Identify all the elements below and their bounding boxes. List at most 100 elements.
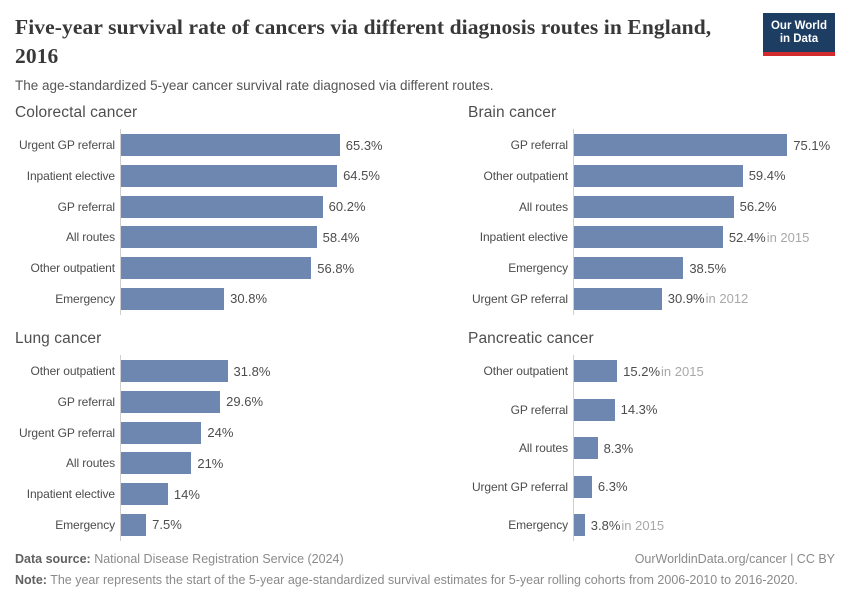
bar-track: 3.8% in 2015 [574,514,850,536]
bar-label: Inpatient elective [479,230,568,245]
bar-rows-lung: Other outpatient 31.8% GP referral 29.6% Urg… [15,360,456,536]
bar-track: 64.5% [121,164,456,187]
bar[interactable] [574,360,618,382]
page-title: Five-year survival rate of cancers via d… [15,15,712,68]
bar-value: 59.4% [748,168,786,184]
bar-label: Urgent GP referral [471,291,568,306]
logo-line1: Our World [770,20,827,32]
bar[interactable] [121,360,228,382]
bar-label: All routes [518,441,568,455]
bar-value: 6.3% [597,479,628,494]
bar-row: Other outpatient 59.4% [468,164,850,187]
bar-label: GP referral [57,199,115,214]
bar-value: 21% [197,455,224,471]
bar-year-note: in 2012 [705,291,749,307]
chart-footer: Data source: National Disease Registrati… [15,549,835,591]
bar-value: 56.8% [317,260,355,276]
bar[interactable] [574,226,723,249]
bar-value: 14.3% [620,402,658,417]
bar-row: Emergency 38.5% [468,257,850,280]
data-source-value: National Disease Registration Service (2… [90,552,344,566]
bar[interactable] [574,287,662,310]
bar-year-note: in 2015 [661,363,704,379]
bar-value: 60.2% [328,199,366,215]
bar[interactable] [574,195,734,218]
bar[interactable] [121,287,225,310]
bar[interactable] [574,475,592,498]
bar[interactable] [121,226,317,249]
bar-label: Other outpatient [30,364,116,378]
bar-track: 24% [121,421,456,444]
bar-row: GP referral 75.1% [468,134,850,156]
bar-value: 52.4% [728,229,766,245]
charts-grid: Colorectal cancer Urgent GP referral 65.3… [15,104,835,541]
bar-row: Other outpatient 31.8% [15,360,456,382]
bar[interactable] [121,483,168,506]
bar-label: Emergency [55,517,115,532]
owid-logo[interactable]: Our World in Data [762,13,835,56]
bar[interactable] [121,452,192,475]
bar-row: Other outpatient 56.8% [15,257,456,280]
bar-label: Emergency [55,291,115,306]
chart-subtitle: The age-standardized 5-year cancer survi… [15,78,494,93]
bar-track: 14.3% [574,398,850,421]
facet-lung-cancer: Lung cancer Other outpatient 31.8% GP refe… [15,330,456,541]
bar-label: Inpatient elective [26,168,115,183]
bar-track: 30.9% in 2012 [574,287,850,310]
bar-row: Urgent GP referral 65.3% [15,134,456,156]
bar[interactable] [574,437,598,459]
bar-label: All routes [518,199,568,214]
bar-value: 58.4% [322,229,360,245]
bar[interactable] [121,134,340,156]
bar-track: 14% [121,483,456,506]
bar-label: Inpatient elective [26,487,115,502]
bar[interactable] [121,195,323,218]
bar-value: 38.5% [689,260,727,276]
bar[interactable] [574,257,684,280]
bar-value: 31.8% [233,363,271,379]
bar[interactable] [121,390,221,413]
bar-track: 59.4% [574,164,850,187]
bar[interactable] [574,398,615,421]
bar-value: 24% [207,425,234,441]
owid-license-link[interactable]: OurWorldinData.org/cancer | CC BY [634,552,835,566]
bar-row: GP referral 29.6% [15,390,456,413]
bar-track: 21% [121,452,456,475]
facet-plot-colorectal: Urgent GP referral 65.3% Inpatient electiv… [15,129,456,315]
bar-row: Urgent GP referral 30.9% in 2012 [468,287,850,310]
axis-line [573,129,574,315]
bar[interactable] [574,514,585,536]
facet-title-pancreatic: Pancreatic cancer [468,330,594,347]
bar-track: 8.3% [574,437,850,459]
bar-year-note: in 2015 [766,229,810,245]
bar[interactable] [121,164,338,187]
bar-track: 56.2% [574,195,850,218]
bar-label: Other outpatient [483,364,569,378]
bar-track: 52.4% in 2015 [574,226,850,249]
footer-source-row: Data source: National Disease Registrati… [15,549,835,570]
bar-row: GP referral 60.2% [15,195,456,218]
bar-row: Inpatient elective 14% [15,483,456,506]
bar-track: 58.4% [121,226,456,249]
bar-value: 65.3% [345,137,383,153]
bar[interactable] [574,134,788,156]
facet-title-brain: Brain cancer [468,104,557,121]
bar-label: Urgent GP referral [18,138,115,152]
bar-value: 56.2% [739,199,777,215]
bar[interactable] [574,164,743,187]
bar-label: Other outpatient [30,261,116,276]
bar[interactable] [121,513,147,536]
axis-line [120,355,121,541]
bar-label: Other outpatient [483,168,569,183]
bar-track: 7.5% [121,513,456,536]
bar-value: 15.2% [623,363,661,379]
facet-colorectal-cancer: Colorectal cancer Urgent GP referral 65.3… [15,104,456,315]
facet-plot-pancreatic: Other outpatient 15.2% in 2015 GP referral 1… [468,355,850,541]
bar-row: Inpatient elective 64.5% [15,164,456,187]
bar-row: All routes 56.2% [468,195,850,218]
facet-plot-brain: GP referral 75.1% Other outpatient 59.4% All… [468,129,850,315]
bar[interactable] [121,257,312,280]
bar-label: Emergency [508,518,568,532]
bar-row: Inpatient elective 52.4% in 2015 [468,226,850,249]
bar[interactable] [121,421,202,444]
